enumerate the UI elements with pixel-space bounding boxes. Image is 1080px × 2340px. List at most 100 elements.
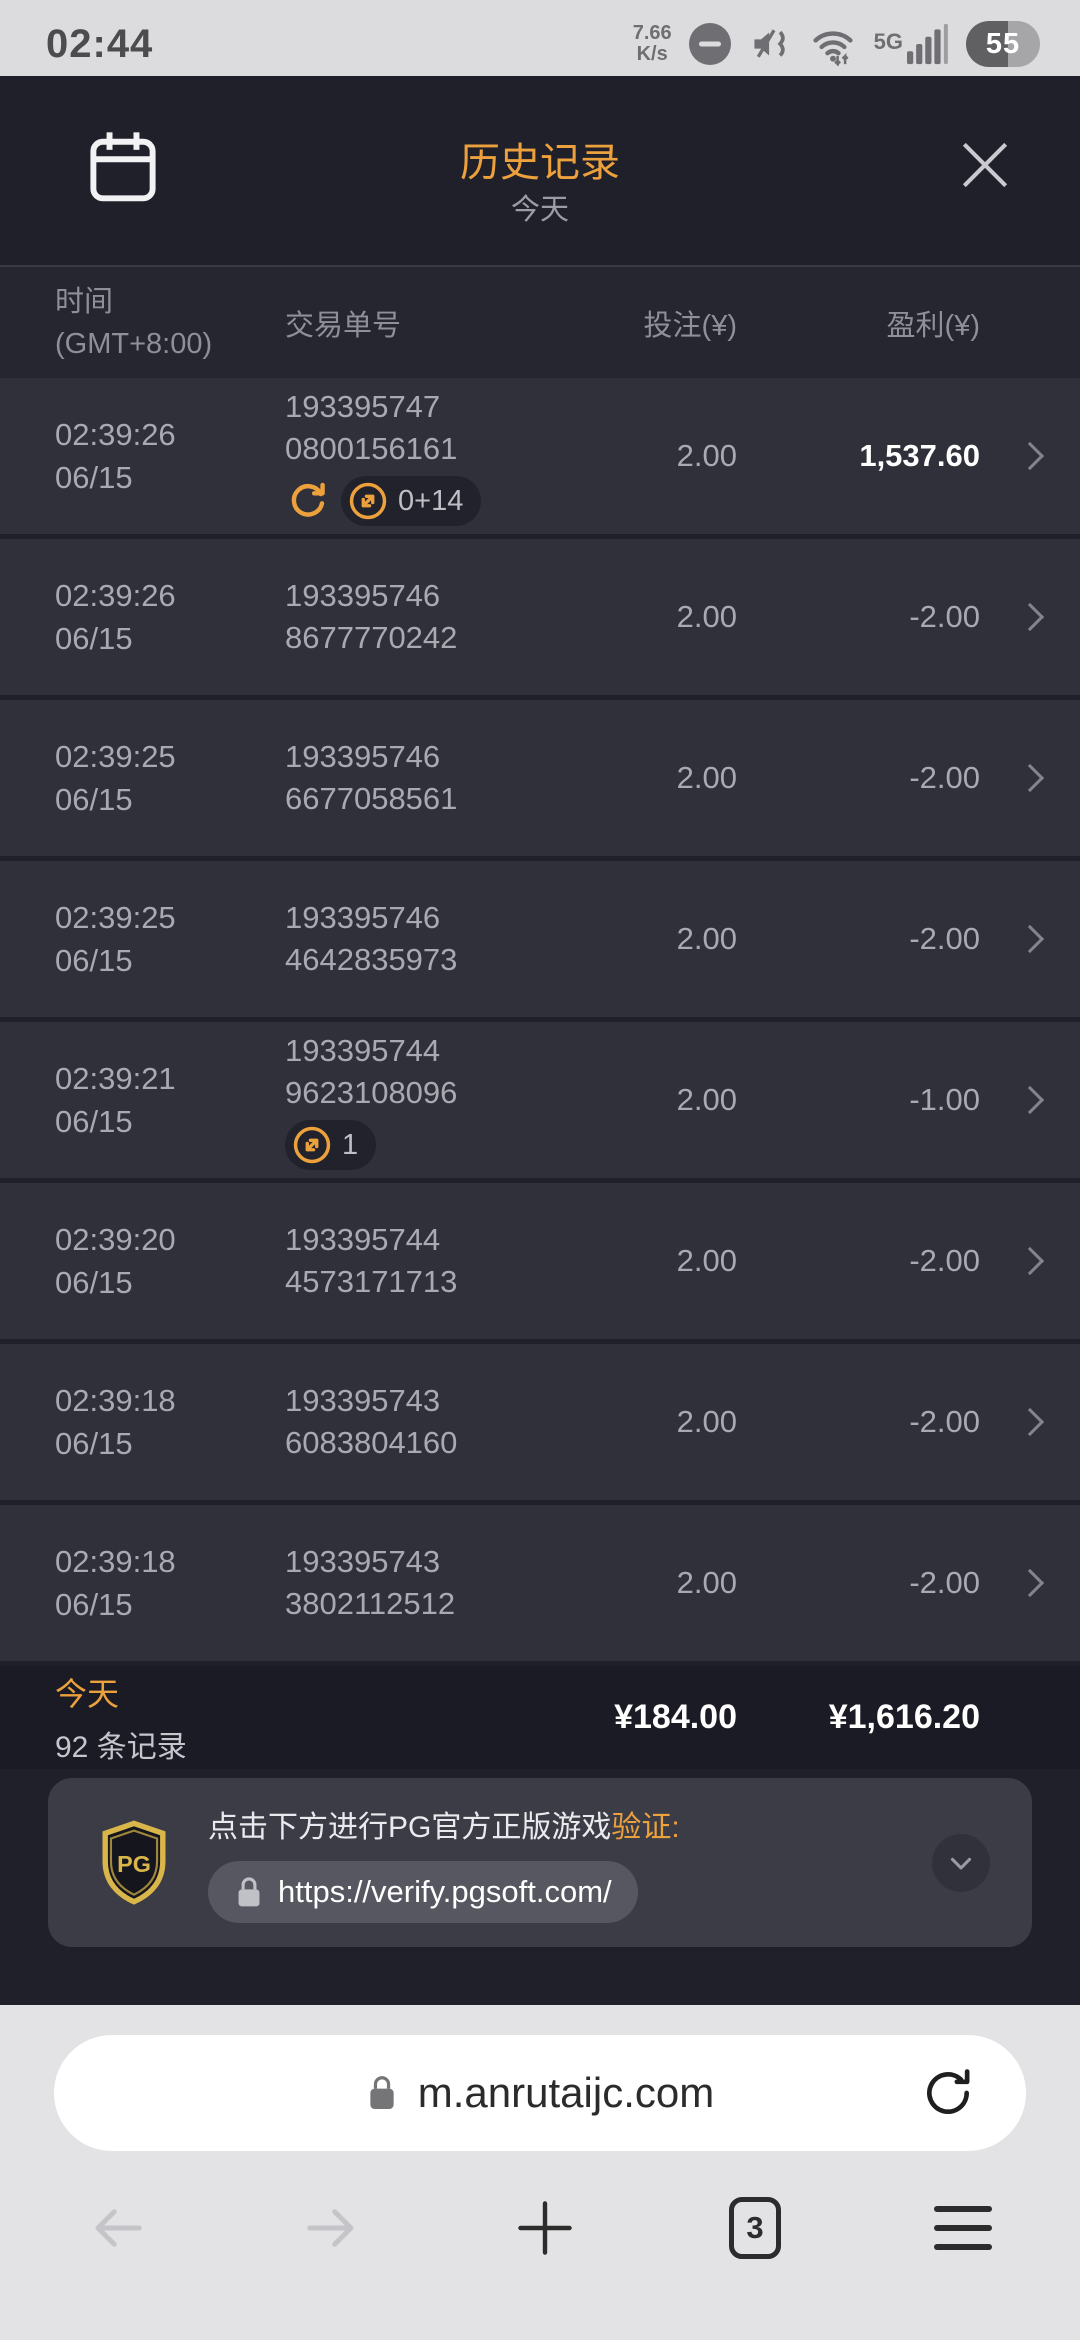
row-time: 02:39:26 06/15 (0, 413, 285, 499)
bet-value: 2.00 (676, 599, 737, 634)
transaction-id-line2: 4573171713 (285, 1264, 458, 1299)
browser-chrome: m.anrutaijc.com 3 (0, 2005, 1080, 2331)
lock-icon (238, 1877, 260, 1907)
column-timezone-label: (GMT+8:00) (55, 327, 213, 360)
banner-message-highlight: 验证: (611, 1811, 680, 1844)
network-speed-unit: K/s (636, 43, 668, 65)
row-time-value: 02:39:25 (55, 739, 176, 774)
transaction-id-line1: 193395744 (285, 1222, 441, 1257)
table-row[interactable]: 02:39:26 06/15 193395746 8677770242 2.00… (0, 539, 1080, 700)
row-badges: 1 (285, 1120, 585, 1170)
pg-logo-text: PG (117, 1851, 151, 1877)
verify-url-text: https://verify.pgsoft.com/ (278, 1874, 612, 1909)
pg-shield-icon: PG (102, 1820, 166, 1905)
table-row[interactable]: 02:39:25 06/15 193395746 4642835973 2.00… (0, 861, 1080, 1022)
page-subtitle: 今天 (510, 194, 569, 226)
network-speed: 7.66 K/s (633, 23, 672, 65)
back-button[interactable] (88, 2198, 148, 2258)
bet-value: 2.00 (676, 1082, 737, 1117)
profit-value: -2.00 (909, 599, 980, 634)
transaction-id-line1: 193395743 (285, 1383, 441, 1418)
banner-message: 点击下方进行PG官方正版游戏验证: (208, 1802, 932, 1846)
row-date-value: 06/15 (55, 1587, 133, 1622)
calendar-button[interactable] (88, 128, 158, 204)
table-row[interactable]: 02:39:20 06/15 193395744 4573171713 2.00… (0, 1183, 1080, 1344)
chevron-right-icon (1015, 1085, 1045, 1115)
banner-area: PG 点击下方进行PG官方正版游戏验证: https://verify.pgso… (0, 1769, 1080, 2005)
profit-value: -2.00 (909, 1565, 980, 1600)
verify-url-button[interactable]: https://verify.pgsoft.com/ (208, 1861, 638, 1923)
chevron-right-icon (1015, 763, 1045, 793)
bet-value: 2.00 (676, 1565, 737, 1600)
banner-collapse-button[interactable] (932, 1833, 990, 1892)
transaction-id-line2: 6083804160 (285, 1425, 458, 1460)
transaction-id-line2: 0800156161 (285, 431, 458, 466)
transaction-id-line2: 3802112512 (285, 1586, 456, 1621)
lock-icon (370, 2076, 394, 2109)
column-transaction: 交易单号 (285, 309, 402, 342)
forward-arrow-icon (307, 2209, 354, 2247)
row-date-value: 06/15 (55, 1104, 133, 1139)
row-transaction: 193395743 3802112512 (285, 1541, 585, 1625)
row-transaction: 193395744 9623108096 1 (285, 1030, 585, 1170)
badge-count: 0+14 (398, 485, 464, 517)
profit-value: -2.00 (909, 1243, 980, 1278)
wifi-icon (813, 31, 853, 66)
address-bar[interactable]: m.anrutaijc.com (54, 2035, 1026, 2151)
row-time-value: 02:39:25 (55, 900, 176, 935)
transaction-id-line2: 9623108096 (285, 1075, 458, 1110)
mute-icon (754, 29, 785, 58)
table-row[interactable]: 02:39:21 06/15 193395744 9623108096 1 (0, 1022, 1080, 1183)
row-transaction: 193395746 8677770242 (285, 575, 585, 659)
table-row[interactable]: 02:39:18 06/15 193395743 3802112512 2.00… (0, 1505, 1080, 1666)
close-button[interactable] (954, 134, 1016, 196)
row-time-value: 02:39:21 (55, 1061, 176, 1096)
signal-bars-icon: 5G (874, 22, 949, 66)
round-count-badge: 1 (285, 1120, 377, 1170)
transaction-id-line1: 193395747 (285, 389, 441, 424)
network-type-label: 5G (873, 29, 903, 54)
forward-button[interactable] (301, 2198, 361, 2258)
new-tab-button[interactable] (514, 2197, 576, 2259)
refresh-icon (291, 482, 325, 517)
network-speed-value: 7.66 (632, 22, 672, 44)
transaction-id-line1: 193395743 (285, 1544, 441, 1579)
row-date-value: 06/15 (55, 943, 133, 978)
transaction-id-line2: 4642835973 (285, 942, 458, 977)
profit-value: -2.00 (909, 1404, 980, 1439)
row-chevron (980, 602, 1080, 632)
menu-button[interactable] (934, 2206, 992, 2250)
chevron-right-icon (1015, 1568, 1045, 1598)
summary-left: 今天 92 条记录 (0, 1669, 585, 1766)
row-chevron (980, 441, 1080, 471)
row-date-value: 06/15 (55, 460, 133, 495)
browser-nav-bar: 3 (0, 2197, 1080, 2259)
bet-value: 2.00 (676, 1404, 737, 1439)
tabs-button[interactable]: 3 (729, 2197, 781, 2259)
transfer-arrows-icon (349, 482, 387, 520)
transaction-id-line1: 193395746 (285, 739, 441, 774)
chevron-down-icon (950, 1857, 972, 1870)
reload-button[interactable] (920, 2065, 976, 2121)
modal-header: 历史记录 今天 (0, 76, 1080, 265)
total-bet: ¥184.00 (614, 1698, 737, 1736)
profit-value: 1,537.60 (859, 438, 980, 473)
row-transaction: 193395743 6083804160 (285, 1380, 585, 1464)
summary-bar: 今天 92 条记录 ¥184.00 ¥1,616.20 (0, 1666, 1080, 1769)
column-time-label: 时间 (55, 285, 114, 318)
table-row[interactable]: 02:39:25 06/15 193395746 6677058561 2.00… (0, 700, 1080, 861)
row-date-value: 06/15 (55, 782, 133, 817)
row-date-value: 06/15 (55, 621, 133, 656)
table-row[interactable]: 02:39:26 06/15 193395747 0800156161 (0, 378, 1080, 539)
page-title: 历史记录 (460, 141, 620, 185)
transaction-id-line2: 6677058561 (285, 781, 458, 816)
plus-icon (518, 2201, 572, 2255)
address-url: m.anrutaijc.com (417, 2069, 715, 2116)
row-badges: 0+14 (285, 476, 585, 526)
row-time: 02:39:25 06/15 (0, 735, 285, 821)
table-row[interactable]: 02:39:18 06/15 193395743 6083804160 2.00… (0, 1344, 1080, 1505)
bet-value: 2.00 (676, 760, 737, 795)
banner-content: 点击下方进行PG官方正版游戏验证: https://verify.pgsoft.… (208, 1802, 932, 1923)
row-time: 02:39:26 06/15 (0, 574, 285, 660)
row-chevron (980, 1246, 1080, 1276)
